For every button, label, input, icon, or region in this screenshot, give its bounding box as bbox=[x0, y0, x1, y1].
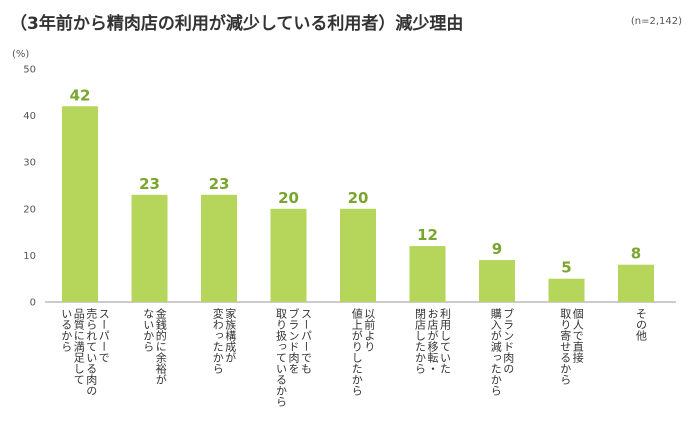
y-tick-label: 50 bbox=[23, 65, 36, 76]
category-label-line: 取り扱っているから bbox=[275, 308, 288, 407]
category-label: その他 bbox=[635, 308, 648, 341]
category-label-line: 変わったから bbox=[211, 307, 224, 374]
category-label-line: 購入が減ったから bbox=[489, 307, 502, 396]
bar bbox=[618, 264, 654, 302]
category-label-line: 値上がりしたから bbox=[350, 308, 363, 396]
category-label-line: 金銭的に余裕が bbox=[154, 307, 167, 385]
data-label: 8 bbox=[631, 245, 641, 263]
y-tick-label: 20 bbox=[23, 204, 36, 215]
bar bbox=[201, 194, 237, 302]
bar bbox=[548, 278, 585, 302]
data-label: 9 bbox=[492, 240, 502, 258]
y-tick-label: 30 bbox=[23, 158, 36, 169]
bar bbox=[409, 246, 446, 302]
category-label-line: ないから bbox=[142, 308, 155, 352]
category-label-line: ブランド肉を bbox=[287, 307, 300, 374]
y-axis-unit-label: (%) bbox=[12, 49, 29, 60]
category-label-line: 売られている肉の bbox=[85, 308, 98, 396]
category-label-line: 個人で直接 bbox=[571, 308, 584, 364]
chart-title: （3年前から精肉店の利用が減少している利用者）減少理由 bbox=[10, 14, 464, 34]
bar bbox=[131, 194, 168, 302]
data-label: 5 bbox=[561, 259, 571, 277]
category-label-line: 品質に満足して bbox=[72, 308, 85, 385]
sample-size-note: (n=2,142) bbox=[630, 16, 682, 27]
y-tick-label: 40 bbox=[23, 111, 36, 122]
bar bbox=[340, 208, 376, 302]
category-label-line: 取り寄せるから bbox=[559, 308, 572, 385]
category-label-line: いるから bbox=[60, 308, 73, 352]
bar bbox=[62, 106, 98, 302]
bar bbox=[270, 208, 307, 302]
y-tick-label: 10 bbox=[23, 251, 36, 262]
category-label-line: 閉店したから bbox=[414, 308, 427, 374]
bar bbox=[479, 260, 515, 302]
data-label: 12 bbox=[417, 226, 438, 244]
category-label-line: その他 bbox=[635, 308, 648, 341]
data-label: 20 bbox=[278, 189, 299, 207]
y-tick-label: 0 bbox=[30, 298, 36, 309]
category-label-line: 利用していた bbox=[439, 308, 452, 374]
category-label-line: スーパーで bbox=[97, 308, 110, 363]
category-label-line: ブランド肉の bbox=[502, 307, 515, 374]
data-labels: 42 23 23 20 20 12 9 5 8 bbox=[70, 86, 642, 276]
category-label-line: 家族構成が bbox=[224, 307, 237, 363]
data-label: 20 bbox=[348, 189, 369, 207]
category-label-line: スーパーでも bbox=[300, 308, 313, 374]
data-label: 23 bbox=[209, 175, 230, 193]
data-label: 42 bbox=[70, 86, 91, 104]
data-label: 23 bbox=[139, 175, 160, 193]
category-label-line: 以前より bbox=[363, 308, 376, 352]
category-label-line: お店が移転・ bbox=[426, 308, 439, 374]
bars bbox=[62, 106, 654, 302]
y-axis-ticks: 0 10 20 30 40 50 bbox=[23, 65, 36, 309]
